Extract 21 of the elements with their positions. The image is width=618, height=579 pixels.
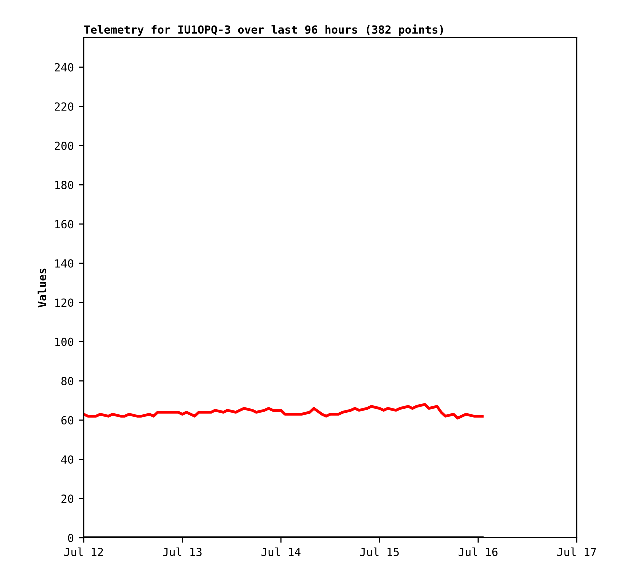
y-tick-label: 200: [55, 142, 74, 150]
x-tick-label: Jul 14: [262, 548, 301, 556]
y-tick-label: 100: [56, 338, 74, 346]
y-tick-label: 120: [56, 298, 74, 308]
chart-title: Telemetry for IU1OPQ-3 over last 96 hours (382 points): [84, 24, 444, 36]
y-tick-label: 0: [68, 534, 74, 542]
y-tick-label: 40: [61, 456, 74, 464]
y-tick-label: 220: [55, 102, 74, 112]
y-axis-title: Values: [38, 268, 46, 308]
x-tick-label: Jul 17: [558, 548, 596, 556]
y-tick-label: 180: [56, 181, 74, 190]
y-tick-label: 240: [55, 63, 74, 72]
x-tick-label: Jul 13: [163, 548, 202, 556]
y-tick-label: 60: [62, 416, 74, 425]
x-tick-label: Jul 12: [64, 548, 104, 556]
x-tick-label: Jul 15: [360, 548, 399, 556]
y-tick-label: 140: [56, 259, 74, 268]
y-tick-label: 80: [62, 377, 74, 386]
y-tick-label: 160: [56, 220, 74, 229]
y-tick-label: 20: [62, 494, 74, 504]
x-tick-label: Jul 16: [458, 548, 498, 556]
